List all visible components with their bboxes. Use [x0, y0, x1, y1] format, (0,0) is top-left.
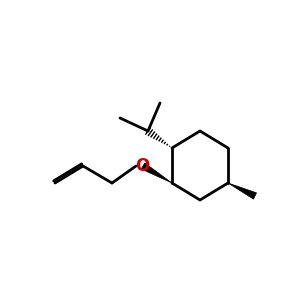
Polygon shape: [141, 163, 172, 183]
Text: O: O: [135, 157, 149, 175]
Polygon shape: [228, 183, 256, 199]
